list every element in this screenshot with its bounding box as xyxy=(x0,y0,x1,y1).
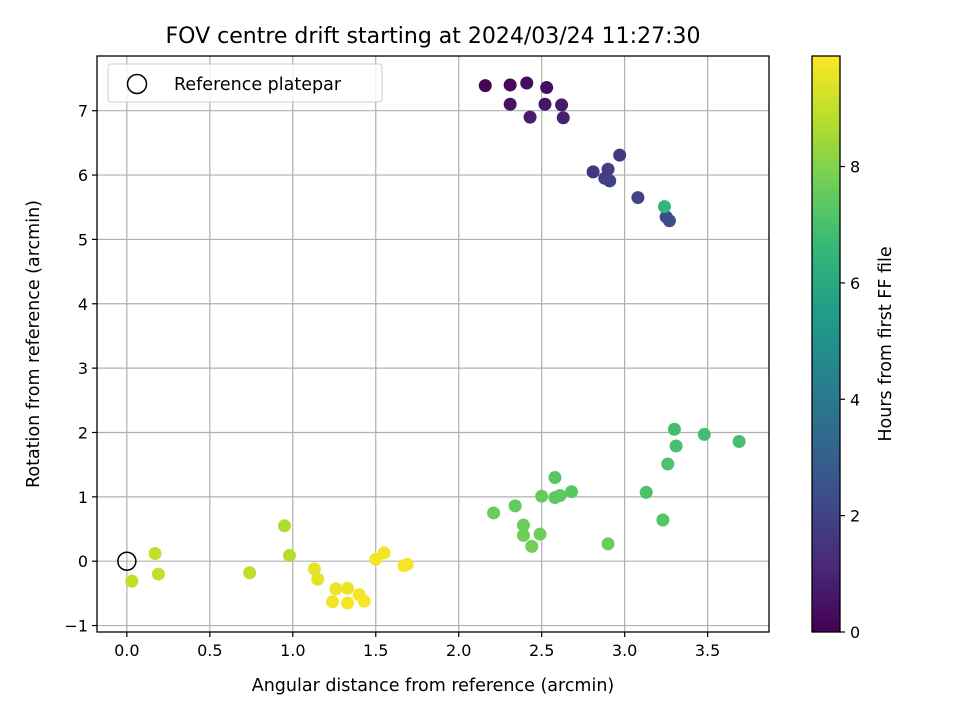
colorbar-tick-label: 2 xyxy=(850,507,860,526)
y-tick-label: 4 xyxy=(78,295,88,314)
y-tick-label: 2 xyxy=(78,423,88,442)
data-point xyxy=(282,548,296,562)
data-point xyxy=(326,595,340,609)
data-point xyxy=(669,439,683,453)
data-point xyxy=(503,97,517,111)
data-point xyxy=(732,435,746,449)
data-point xyxy=(307,562,321,576)
data-point xyxy=(535,489,549,503)
grid-lines xyxy=(97,56,769,632)
data-point xyxy=(311,572,325,586)
data-point xyxy=(520,76,534,90)
reference-point-marker xyxy=(117,551,137,571)
data-point xyxy=(661,457,675,471)
data-point xyxy=(538,97,552,111)
data-point xyxy=(148,546,162,560)
data-point xyxy=(487,506,501,520)
colorbar-tick-label: 6 xyxy=(850,274,860,293)
x-tick-label: 0.5 xyxy=(197,641,222,660)
x-axis-ticks: 0.0 0.5 1.0 1.5 2.0 2.5 3.0 3.5 xyxy=(114,632,720,660)
data-point xyxy=(516,518,530,532)
data-point xyxy=(657,200,671,214)
data-point xyxy=(516,528,530,542)
data-point xyxy=(341,596,355,610)
legend-label-reference: Reference platepar xyxy=(174,75,342,95)
x-tick-label: 0.0 xyxy=(114,641,139,660)
x-tick-label: 3.0 xyxy=(612,641,637,660)
data-point xyxy=(540,81,554,95)
data-point xyxy=(556,111,570,125)
data-point xyxy=(667,422,681,436)
data-point xyxy=(662,214,676,228)
x-axis-label: Angular distance from reference (arcmin) xyxy=(252,676,615,696)
data-point xyxy=(555,98,569,112)
data-point xyxy=(697,427,711,441)
y-tick-label: −1 xyxy=(64,617,88,636)
data-point xyxy=(341,581,355,595)
colorbar-label: Hours from first FF file xyxy=(876,246,896,441)
y-tick-label: 0 xyxy=(78,552,88,571)
data-point xyxy=(631,191,645,205)
colorbar-ticks: 0 2 4 6 8 xyxy=(840,158,860,642)
data-point xyxy=(523,110,537,124)
colorbar-frame xyxy=(811,55,841,633)
data-point xyxy=(639,485,653,499)
y-axis-label: Rotation from reference (arcmin) xyxy=(24,200,44,488)
data-point xyxy=(277,519,291,533)
data-point xyxy=(503,78,517,92)
data-point xyxy=(601,537,615,551)
x-tick-label: 2.5 xyxy=(529,641,554,660)
y-tick-label: 1 xyxy=(78,488,88,507)
colorbar-tick-label: 8 xyxy=(850,158,860,177)
data-point xyxy=(656,513,670,527)
data-point xyxy=(586,165,600,179)
colorbar-gradient xyxy=(812,56,840,632)
data-point xyxy=(377,546,391,560)
data-point xyxy=(125,574,139,588)
y-tick-label: 3 xyxy=(78,359,88,378)
x-tick-label: 3.5 xyxy=(695,641,720,660)
data-point xyxy=(357,594,371,608)
y-tick-label: 6 xyxy=(78,166,88,185)
x-tick-label: 1.5 xyxy=(363,641,388,660)
data-point xyxy=(243,566,257,580)
data-point xyxy=(329,582,343,596)
data-point xyxy=(525,539,539,553)
data-point xyxy=(533,527,547,541)
x-tick-label: 1.0 xyxy=(280,641,305,660)
legend-marker-reference xyxy=(126,73,148,95)
chart-title: FOV centre drift starting at 2024/03/24 … xyxy=(166,24,701,49)
data-point xyxy=(548,471,562,485)
legend-box xyxy=(107,63,383,103)
legend: Reference platepar xyxy=(107,63,383,103)
data-point xyxy=(565,485,579,499)
data-point xyxy=(548,490,562,504)
colorbar-tick-label: 0 xyxy=(850,623,860,642)
plot-area-frame xyxy=(96,55,770,633)
y-axis-ticks: −1 0 1 2 3 4 5 6 7 xyxy=(64,102,97,636)
y-tick-label: 5 xyxy=(78,230,88,249)
data-points xyxy=(117,76,746,610)
x-tick-label: 2.0 xyxy=(446,641,471,660)
data-point xyxy=(478,79,492,93)
colorbar: 0 2 4 6 8 Hours from first FF file xyxy=(811,55,896,642)
data-point xyxy=(613,148,627,162)
data-point xyxy=(603,174,617,188)
colorbar-tick-label: 4 xyxy=(850,390,860,409)
y-tick-label: 7 xyxy=(78,102,88,121)
data-point xyxy=(400,557,414,571)
data-point xyxy=(151,567,165,581)
data-point xyxy=(508,499,522,513)
